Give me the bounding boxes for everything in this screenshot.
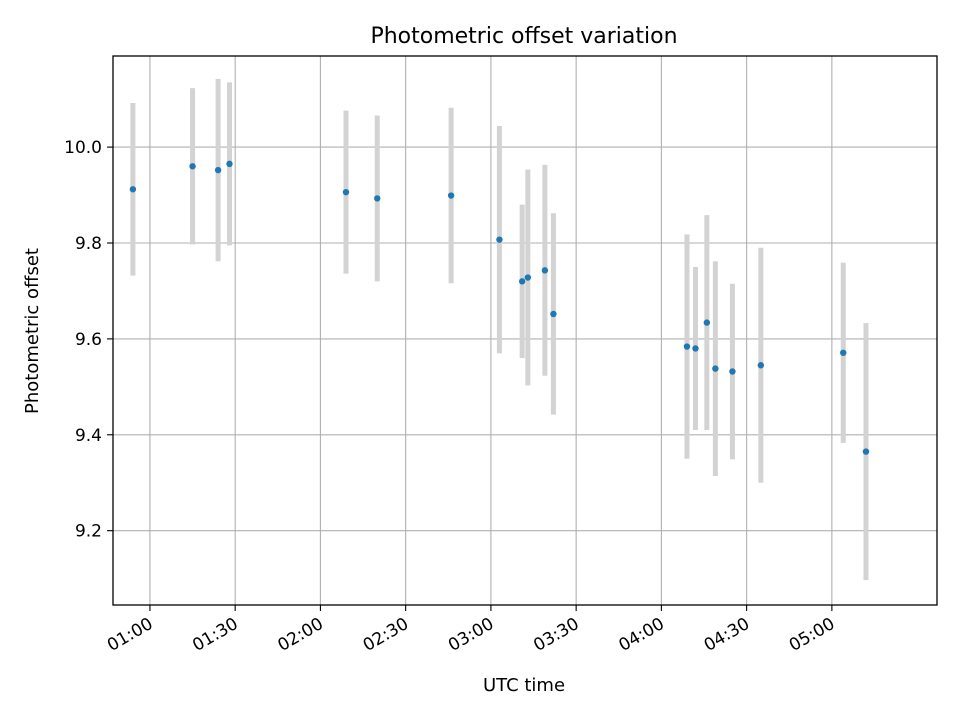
- data-points: [129, 160, 870, 455]
- data-point: [226, 160, 233, 168]
- data-point: [518, 278, 526, 285]
- data-point: [496, 236, 503, 243]
- data-point: [840, 349, 847, 356]
- y-tick-label: 9.2: [75, 522, 102, 542]
- data-point: [524, 274, 532, 281]
- x-tick-label: 04:30: [701, 614, 753, 656]
- error-bars: [130, 79, 869, 581]
- data-point: [342, 188, 350, 196]
- x-tick-label: 02:00: [274, 614, 326, 656]
- data-point: [541, 267, 549, 274]
- y-tick-label: 9.4: [75, 426, 102, 446]
- data-point: [447, 192, 455, 199]
- x-tick-label: 04:00: [615, 614, 667, 656]
- x-tick-label: 05:00: [786, 614, 838, 656]
- data-point: [712, 365, 719, 372]
- x-tick-label: 03:00: [445, 614, 497, 656]
- y-tick-label: 10.0: [64, 138, 102, 158]
- x-axis-ticks: 01:00 01:30 02:00 02:30 03:00 03:30 04:00 04:30…: [104, 605, 838, 656]
- y-axis-ticks: 9.2 9.4 9.6 9.8 10.0: [64, 138, 113, 542]
- data-point: [683, 343, 691, 350]
- data-point: [129, 186, 137, 193]
- data-point: [374, 195, 381, 202]
- chart-title: Photometric offset variation: [370, 24, 677, 49]
- grid-lines: [113, 56, 937, 605]
- x-tick-label: 01:30: [189, 614, 241, 656]
- x-tick-label: 01:00: [104, 614, 156, 656]
- data-point: [692, 345, 699, 352]
- x-tick-label: 03:30: [530, 614, 582, 656]
- data-point: [189, 163, 196, 170]
- x-axis-label: UTC time: [483, 675, 565, 696]
- data-point: [862, 448, 870, 455]
- data-point: [214, 166, 222, 174]
- y-axis-label: Photometric offset: [22, 248, 43, 414]
- y-tick-label: 9.6: [75, 330, 102, 350]
- data-point: [703, 319, 711, 326]
- plot-area-frame: [112, 55, 938, 606]
- y-tick-label: 9.8: [75, 234, 102, 254]
- data-point: [729, 368, 736, 375]
- x-tick-label: 02:30: [360, 614, 412, 656]
- data-point: [757, 362, 765, 369]
- data-point: [550, 310, 557, 318]
